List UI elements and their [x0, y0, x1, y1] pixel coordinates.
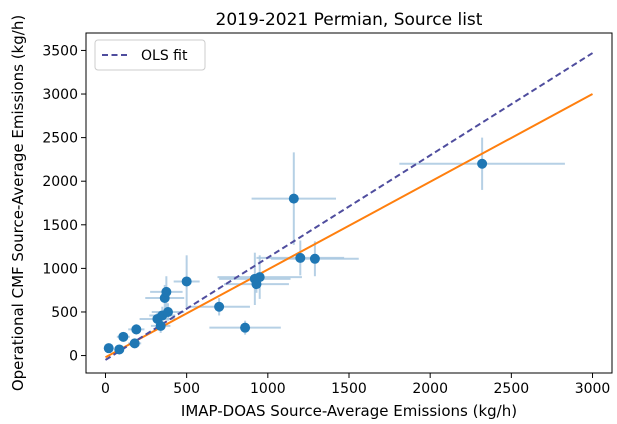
y-tick-label-2000: 2000 [42, 174, 78, 190]
legend-label-ols-fit: OLS fit [141, 48, 188, 64]
data-point-1 [114, 344, 125, 355]
legend-box [94, 39, 206, 71]
data-point-10 [162, 306, 173, 317]
data-point-0 [103, 343, 114, 354]
data-point-18 [295, 252, 306, 263]
plot-area [103, 52, 594, 361]
x-axis: 0 500 1000 1500 2000 2500 3000 [101, 373, 610, 397]
data-point-4 [131, 324, 142, 335]
data-point-17 [288, 193, 299, 204]
data-point-3 [129, 338, 140, 349]
y-tick-label-3000: 3000 [42, 87, 78, 103]
y-tick-label-500: 500 [51, 305, 78, 321]
data-point-20 [477, 158, 488, 169]
data-point-12 [214, 301, 225, 312]
x-axis-title: IMAP-DOAS Source-Average Emissions (kg/h… [181, 402, 517, 420]
x-tick-label-0: 0 [101, 381, 110, 397]
y-tick-label-2500: 2500 [42, 131, 78, 147]
y-axis-title: Operational CMF Source-Average Emissions… [9, 15, 27, 391]
x-tick-label-2500: 2500 [494, 381, 530, 397]
x-tick-label-1000: 1000 [250, 381, 286, 397]
data-point-6 [155, 320, 166, 331]
x-tick-label-1500: 1500 [331, 381, 367, 397]
x-tick-label-3000: 3000 [575, 381, 611, 397]
ols-fit-line [104, 52, 594, 361]
y-tick-label-1500: 1500 [42, 218, 78, 234]
data-point-19 [309, 253, 320, 264]
y-axis: 0 500 1000 1500 2000 2500 3000 3500 [42, 43, 86, 365]
data-point-2 [118, 331, 129, 342]
y-tick-label-0: 0 [69, 349, 78, 365]
x-tick-label-2000: 2000 [412, 381, 448, 397]
y-tick-label-3500: 3500 [42, 43, 78, 59]
x-tick-label-500: 500 [173, 381, 200, 397]
legend: OLS fit [94, 39, 206, 71]
reference-line [105, 93, 593, 359]
data-point-16 [254, 272, 265, 283]
data-point-9 [161, 286, 172, 297]
data-point-11 [181, 276, 192, 287]
chart-title: 2019-2021 Permian, Source list [216, 10, 483, 30]
data-point-13 [240, 322, 251, 333]
y-tick-label-1000: 1000 [42, 261, 78, 277]
